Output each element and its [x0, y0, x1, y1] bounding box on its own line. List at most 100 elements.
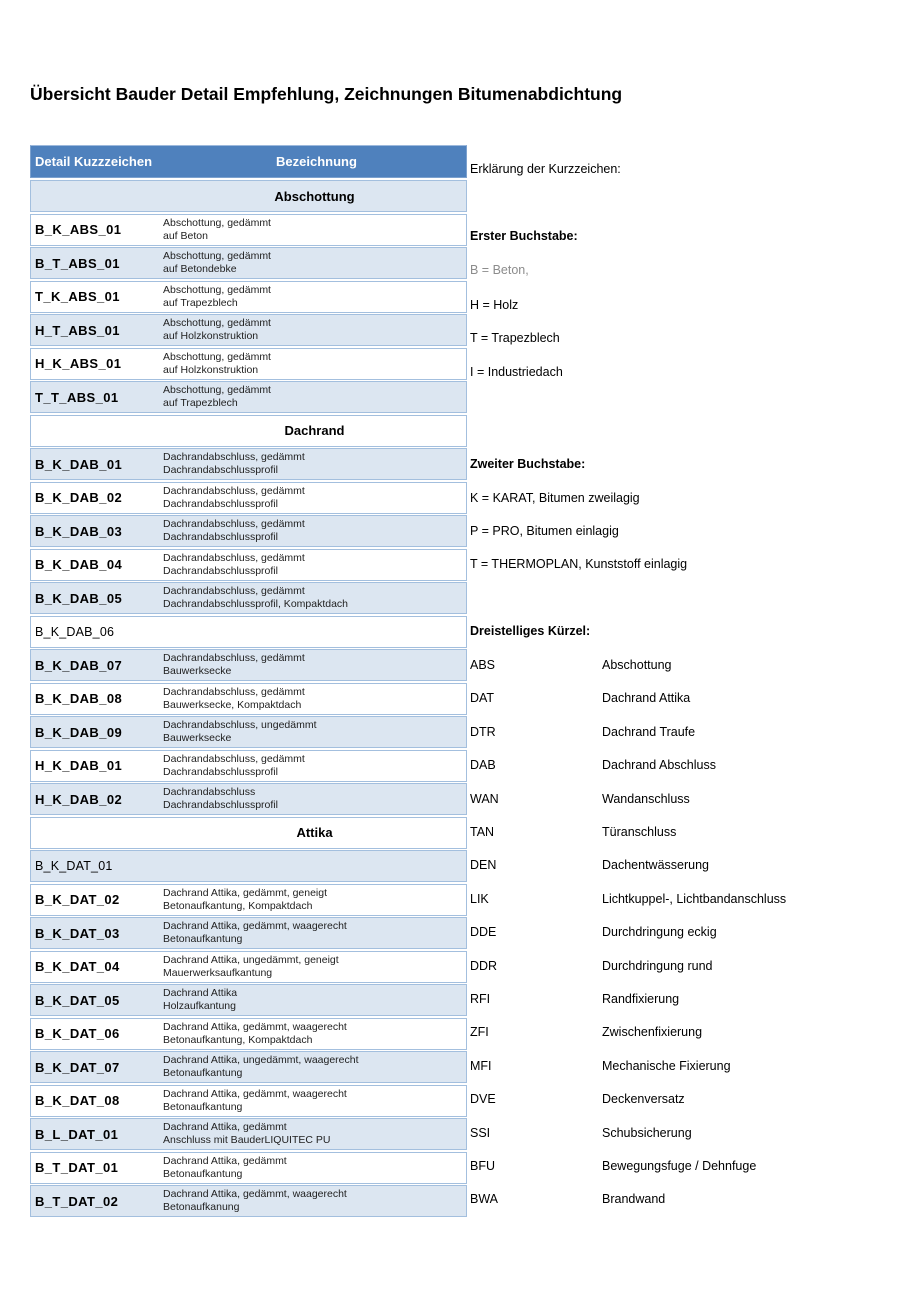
table-row: B_K_DAB_06 [30, 615, 467, 648]
detail-code: B_K_DAT_03 [35, 925, 120, 941]
table-row: H_K_DAB_01 Dachrandabschluss, gedämmt Dach… [30, 749, 467, 782]
legend-first-letter-item: T = Trapezblech [470, 331, 560, 345]
table-row: B_K_DAT_05 Dachrand Attika Holzaufkantung [30, 984, 467, 1016]
detail-description: Abschottung, gedämmt auf Trapezblech [163, 384, 271, 409]
legend-code: BFU [470, 1159, 495, 1173]
table-row: B_K_DAB_02 Dachrandabschluss, gedämmt Dach… [30, 481, 467, 514]
legend-code-line: BFU Bewegungsfuge / Dehnfuge [470, 1158, 756, 1175]
legend-code: MFI [470, 1058, 492, 1073]
detail-code: B_K_DAT_01 [35, 859, 113, 873]
section-title: Abschottung [274, 188, 355, 204]
table-row: B_K_DAT_02 Dachrand Attika, gedämmt, gene… [30, 883, 467, 916]
legend-second-letter-item: K = KARAT, Bitumen zweilagig [470, 491, 640, 505]
detail-description: Dachrandabschluss, gedämmt Dachrandabschl… [163, 484, 305, 510]
legend-code-label: Abschottung [602, 658, 672, 672]
detail-code-table: Detail Kuzzzeichen Bezeichnung Abschottu… [30, 145, 467, 1219]
detail-description: Abschottung, gedämmt auf Beton [163, 216, 271, 242]
table-body: Abschottung B_K_ABS_01 Abschottung, gedämm… [30, 180, 467, 1217]
detail-code: B_K_ABS_01 [35, 222, 122, 237]
legend-code-line: SSI Schubsicherung [470, 1125, 692, 1142]
legend-first-letter-item: I = Industriedach [470, 365, 563, 379]
table-row: B_K_DAT_07 Dachrand Attika, ungedämmt, wa… [30, 1051, 467, 1083]
legend-first-letter-item: H = Holz [470, 298, 519, 312]
legend-code-label: Dachrand Traufe [602, 724, 696, 739]
detail-code: B_K_DAB_09 [35, 724, 123, 740]
legend-code: ABS [470, 658, 496, 672]
detail-code: B_K_DAB_05 [35, 590, 123, 606]
table-row: B_K_DAB_01 Dachrandabschluss, gedämmt Dach… [30, 448, 467, 480]
table-row: B_K_DAT_08 Dachrand Attika, gedämmt, waag… [30, 1084, 467, 1117]
detail-code: B_T_ABS_01 [35, 255, 120, 271]
table-row: B_K_DAB_05 Dachrandabschluss, gedämmt Dach… [30, 582, 467, 614]
table-row: B_K_DAT_03 Dachrand Attika, gedämmt, waag… [30, 917, 467, 949]
legend-code-line: DAB Dachrand Abschluss [470, 757, 716, 774]
detail-code: B_T_DAT_01 [35, 1160, 119, 1175]
table-row: B_K_DAB_04 Dachrandabschluss, gedämmt Dach… [30, 548, 467, 581]
legend-heading-first-letter: Erster Buchstabe: [470, 229, 578, 243]
legend-code-line: LIK Lichtkuppel-, Lichtbandanschluss [470, 891, 786, 908]
table-row: H_K_ABS_01 Abschottung, gedämmt auf Holzko… [30, 347, 467, 380]
detail-code: B_K_DAB_08 [35, 691, 123, 706]
detail-description: Dachrand Attika, gedämmt, waagerecht Beto… [163, 1020, 347, 1046]
detail-code: B_K_DAB_06 [35, 624, 115, 639]
detail-code: B_K_DAT_02 [35, 892, 120, 907]
legend-code: DAB [470, 758, 496, 773]
legend-code-label: Bewegungsfuge / Dehnfuge [602, 1159, 757, 1173]
detail-description: Dachrand Attika, ungedämmt, geneigt Mauer… [163, 953, 339, 979]
table-row: H_T_ABS_01 Abschottung, gedämmt auf Holzko… [30, 314, 467, 346]
table-row: T_T_ABS_01 Abschottung, gedämmt auf Trapez… [30, 381, 467, 413]
detail-description: Dachrandabschluss, gedämmt Dachrandabschl… [163, 752, 305, 778]
table-row: B_K_DAT_06 Dachrand Attika, gedämmt, waag… [30, 1017, 467, 1050]
detail-code: B_K_DAT_04 [35, 959, 120, 974]
detail-code: B_K_DAT_06 [35, 1026, 120, 1041]
legend-code-label: Schubsicherung [602, 1125, 692, 1140]
detail-code: H_K_DAB_01 [35, 758, 123, 773]
legend-code: RFI [470, 992, 491, 1006]
detail-code: B_K_DAB_04 [35, 557, 123, 572]
detail-code: H_K_ABS_01 [35, 356, 122, 371]
legend-code-label: Dachentwässerung [602, 858, 710, 873]
legend-code-label: Türanschluss [602, 825, 677, 839]
detail-description: Abschottung, gedämmt auf Holzkonstruktion [163, 317, 271, 342]
detail-code: H_T_ABS_01 [35, 322, 120, 338]
legend-code-line: DVE Deckenversatz [470, 1091, 685, 1108]
legend-code: BWA [470, 1192, 499, 1207]
detail-code: B_T_DAT_02 [35, 1193, 119, 1209]
legend-code-label: Brandwand [602, 1192, 666, 1207]
detail-description: Abschottung, gedämmt auf Holzkonstruktion [163, 350, 271, 376]
legend-code: DEN [470, 858, 497, 873]
legend-code: WAN [470, 791, 499, 806]
legend-code-line: BWA Brandwand [470, 1191, 665, 1208]
legend-code-line: DDR Durchdringung rund [470, 958, 713, 975]
legend-code-label: Mechanische Fixierung [602, 1058, 731, 1073]
legend-code-line: RFI Randfixierung [470, 991, 679, 1008]
legend-intro: Erklärung der Kurzzeichen: [470, 162, 621, 176]
detail-code: B_L_DAT_01 [35, 1126, 119, 1142]
page-title: Übersicht Bauder Detail Empfehlung, Zeic… [30, 84, 623, 104]
legend-code: TAN [470, 825, 495, 839]
section-header-row: Attika [30, 816, 467, 849]
detail-description: Dachrand Attika, gedämmt, waagerecht Beto… [163, 1087, 347, 1113]
table-row: B_K_DAB_09 Dachrandabschluss, ungedämmt Ba… [30, 716, 467, 748]
table-row: H_K_DAB_02 Dachrandabschluss Dachrandabsch… [30, 783, 467, 815]
legend-code-line: TAN Türanschluss [470, 824, 676, 841]
legend-heading-second-letter: Zweiter Buchstabe: [470, 457, 586, 471]
legend-code: DTR [470, 724, 496, 739]
legend-code-label: Durchdringung eckig [602, 925, 717, 940]
table-row: B_T_DAT_01 Dachrand Attika, gedämmt Betona… [30, 1151, 467, 1184]
detail-description: Dachrand Attika, gedämmt Anschluss mit Ba… [163, 1121, 331, 1146]
legend-code: DDR [470, 958, 498, 973]
table-row: B_K_DAT_01 [30, 850, 467, 882]
legend-code: LIK [470, 891, 489, 906]
detail-description: Dachrand Attika, ungedämmt, waagerecht Be… [163, 1054, 359, 1079]
detail-code: T_K_ABS_01 [35, 289, 120, 304]
detail-code: H_K_DAB_02 [35, 791, 123, 807]
legend-second-letter-item: P = PRO, Bitumen einlagig [470, 524, 619, 538]
detail-code: B_K_DAT_07 [35, 1059, 120, 1075]
legend-code-line: ZFI Zwischenfixierung [470, 1024, 702, 1041]
detail-description: Dachrand Attika, gedämmt, waagerecht Beto… [163, 920, 347, 945]
column-header-bezeichnung: Bezeichnung [276, 154, 357, 169]
legend-second-letter-item: T = THERMOPLAN, Kunststoff einlagig [470, 557, 688, 571]
legend-code-label: Deckenversatz [602, 1092, 685, 1107]
legend-code-line: DTR Dachrand Traufe [470, 724, 695, 741]
